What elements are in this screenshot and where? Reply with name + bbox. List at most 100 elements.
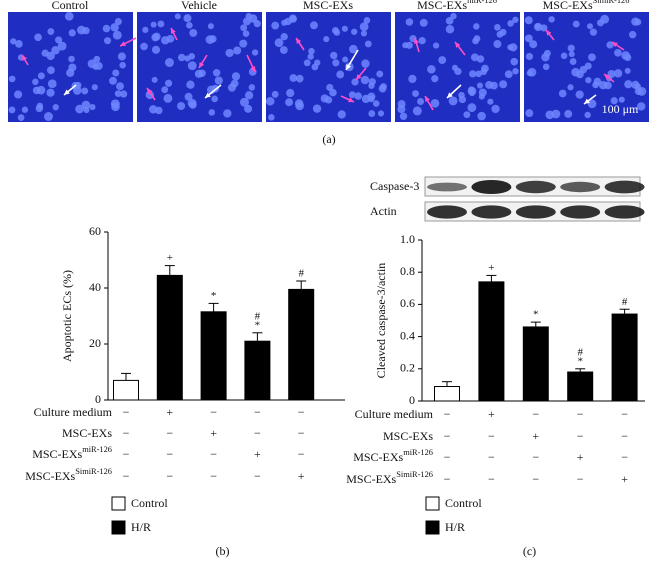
- treatment-label-base: Culture medium: [355, 407, 434, 421]
- nucleus: [295, 101, 304, 111]
- nucleus: [140, 42, 148, 51]
- nucleus: [445, 25, 455, 34]
- nucleus: [308, 47, 315, 55]
- arrow-head: [205, 92, 211, 98]
- nucleus: [368, 110, 376, 117]
- nucleus: [32, 78, 39, 86]
- nucleus: [251, 49, 259, 56]
- treatment-mark: −: [210, 447, 217, 461]
- nucleus: [412, 90, 419, 98]
- nucleus: [525, 109, 534, 118]
- nucleus: [225, 48, 234, 58]
- nucleus: [451, 64, 459, 71]
- treatment-mark: −: [488, 472, 495, 486]
- nucleus: [47, 28, 55, 36]
- nucleus: [575, 90, 584, 99]
- image-title-base: MSC-EXs: [417, 0, 467, 12]
- y-tick-label: 60: [89, 224, 101, 238]
- treatment-label: Culture medium: [34, 405, 113, 419]
- legend-label: H/R: [445, 520, 465, 534]
- nucleus: [186, 80, 195, 89]
- legend-swatch: [111, 520, 126, 535]
- nucleus: [624, 67, 631, 74]
- blot-band: [427, 205, 467, 219]
- treatment-mark: −: [210, 405, 217, 419]
- nucleus: [81, 87, 89, 95]
- nucleus: [419, 18, 428, 27]
- nucleus: [46, 51, 55, 61]
- nucleus: [430, 98, 440, 108]
- y-tick-label: 0.8: [400, 264, 415, 278]
- treatment-mark: −: [166, 447, 173, 461]
- nucleus: [587, 99, 597, 109]
- nucleus: [361, 94, 371, 104]
- nucleus: [469, 70, 477, 78]
- treatment-label: MSC-EXsmiR-126: [32, 445, 112, 461]
- treatment-label: MSC-EXsSimiR-126: [25, 467, 112, 483]
- treatment-mark: +: [532, 429, 539, 443]
- nucleus: [323, 36, 330, 43]
- nucleus: [412, 106, 422, 116]
- nucleus: [75, 104, 84, 114]
- blot-band: [604, 205, 645, 219]
- nucleus: [89, 104, 96, 111]
- nucleus: [568, 51, 575, 58]
- nucleus: [92, 63, 99, 70]
- nucleus: [354, 92, 362, 100]
- blot-label: Caspase-3: [370, 179, 419, 193]
- nucleus: [68, 29, 76, 37]
- nucleus: [14, 90, 23, 99]
- image-title-base: MSC-EXs: [303, 0, 353, 12]
- nucleus: [314, 59, 321, 66]
- nucleus: [526, 70, 533, 77]
- blot-band: [515, 205, 556, 219]
- nucleus: [438, 56, 447, 65]
- nucleus: [231, 72, 241, 81]
- arrow-head: [356, 74, 362, 80]
- nucleus: [285, 98, 294, 107]
- nucleus: [208, 35, 217, 43]
- nucleus: [188, 53, 196, 60]
- treatment-mark: +: [254, 447, 261, 461]
- arrow-head: [147, 88, 153, 94]
- nucleus: [307, 53, 314, 60]
- panel-label: (a): [322, 132, 335, 146]
- treatment-label-sup: miR-126: [403, 448, 433, 457]
- arrow-head: [447, 92, 453, 98]
- nucleus: [585, 76, 592, 84]
- nucleus: [593, 77, 602, 86]
- nucleus: [572, 20, 580, 28]
- nucleus: [284, 17, 292, 26]
- nucleus: [17, 114, 25, 121]
- treatment-mark: −: [298, 426, 305, 440]
- micrograph: [266, 12, 391, 122]
- arrow-head: [346, 64, 352, 70]
- nucleus: [233, 46, 242, 55]
- nucleus: [493, 40, 502, 49]
- nucleus: [333, 29, 341, 36]
- y-tick-label: 20: [89, 336, 101, 350]
- nucleus: [433, 42, 440, 49]
- nucleus: [36, 85, 46, 95]
- treatment-mark: −: [210, 469, 217, 483]
- treatment-mark: −: [488, 450, 495, 464]
- nucleus: [253, 20, 261, 28]
- nucleus: [567, 84, 574, 91]
- nucleus: [289, 74, 298, 82]
- nucleus: [534, 23, 541, 30]
- nucleus: [244, 91, 254, 100]
- y-tick-label: 1.0: [400, 232, 415, 246]
- nucleus: [303, 59, 311, 67]
- treatment-mark: −: [123, 405, 130, 419]
- nucleus: [148, 105, 158, 114]
- image-title-base: Control: [52, 0, 89, 12]
- nucleus: [491, 104, 500, 114]
- nucleus: [470, 53, 479, 62]
- treatment-label-sup: SimiR-126: [75, 467, 112, 476]
- nucleus: [8, 75, 16, 83]
- nucleus: [584, 111, 591, 119]
- nucleus: [163, 93, 173, 103]
- nucleus: [207, 23, 214, 30]
- nucleus: [184, 92, 193, 101]
- nucleus: [476, 55, 485, 63]
